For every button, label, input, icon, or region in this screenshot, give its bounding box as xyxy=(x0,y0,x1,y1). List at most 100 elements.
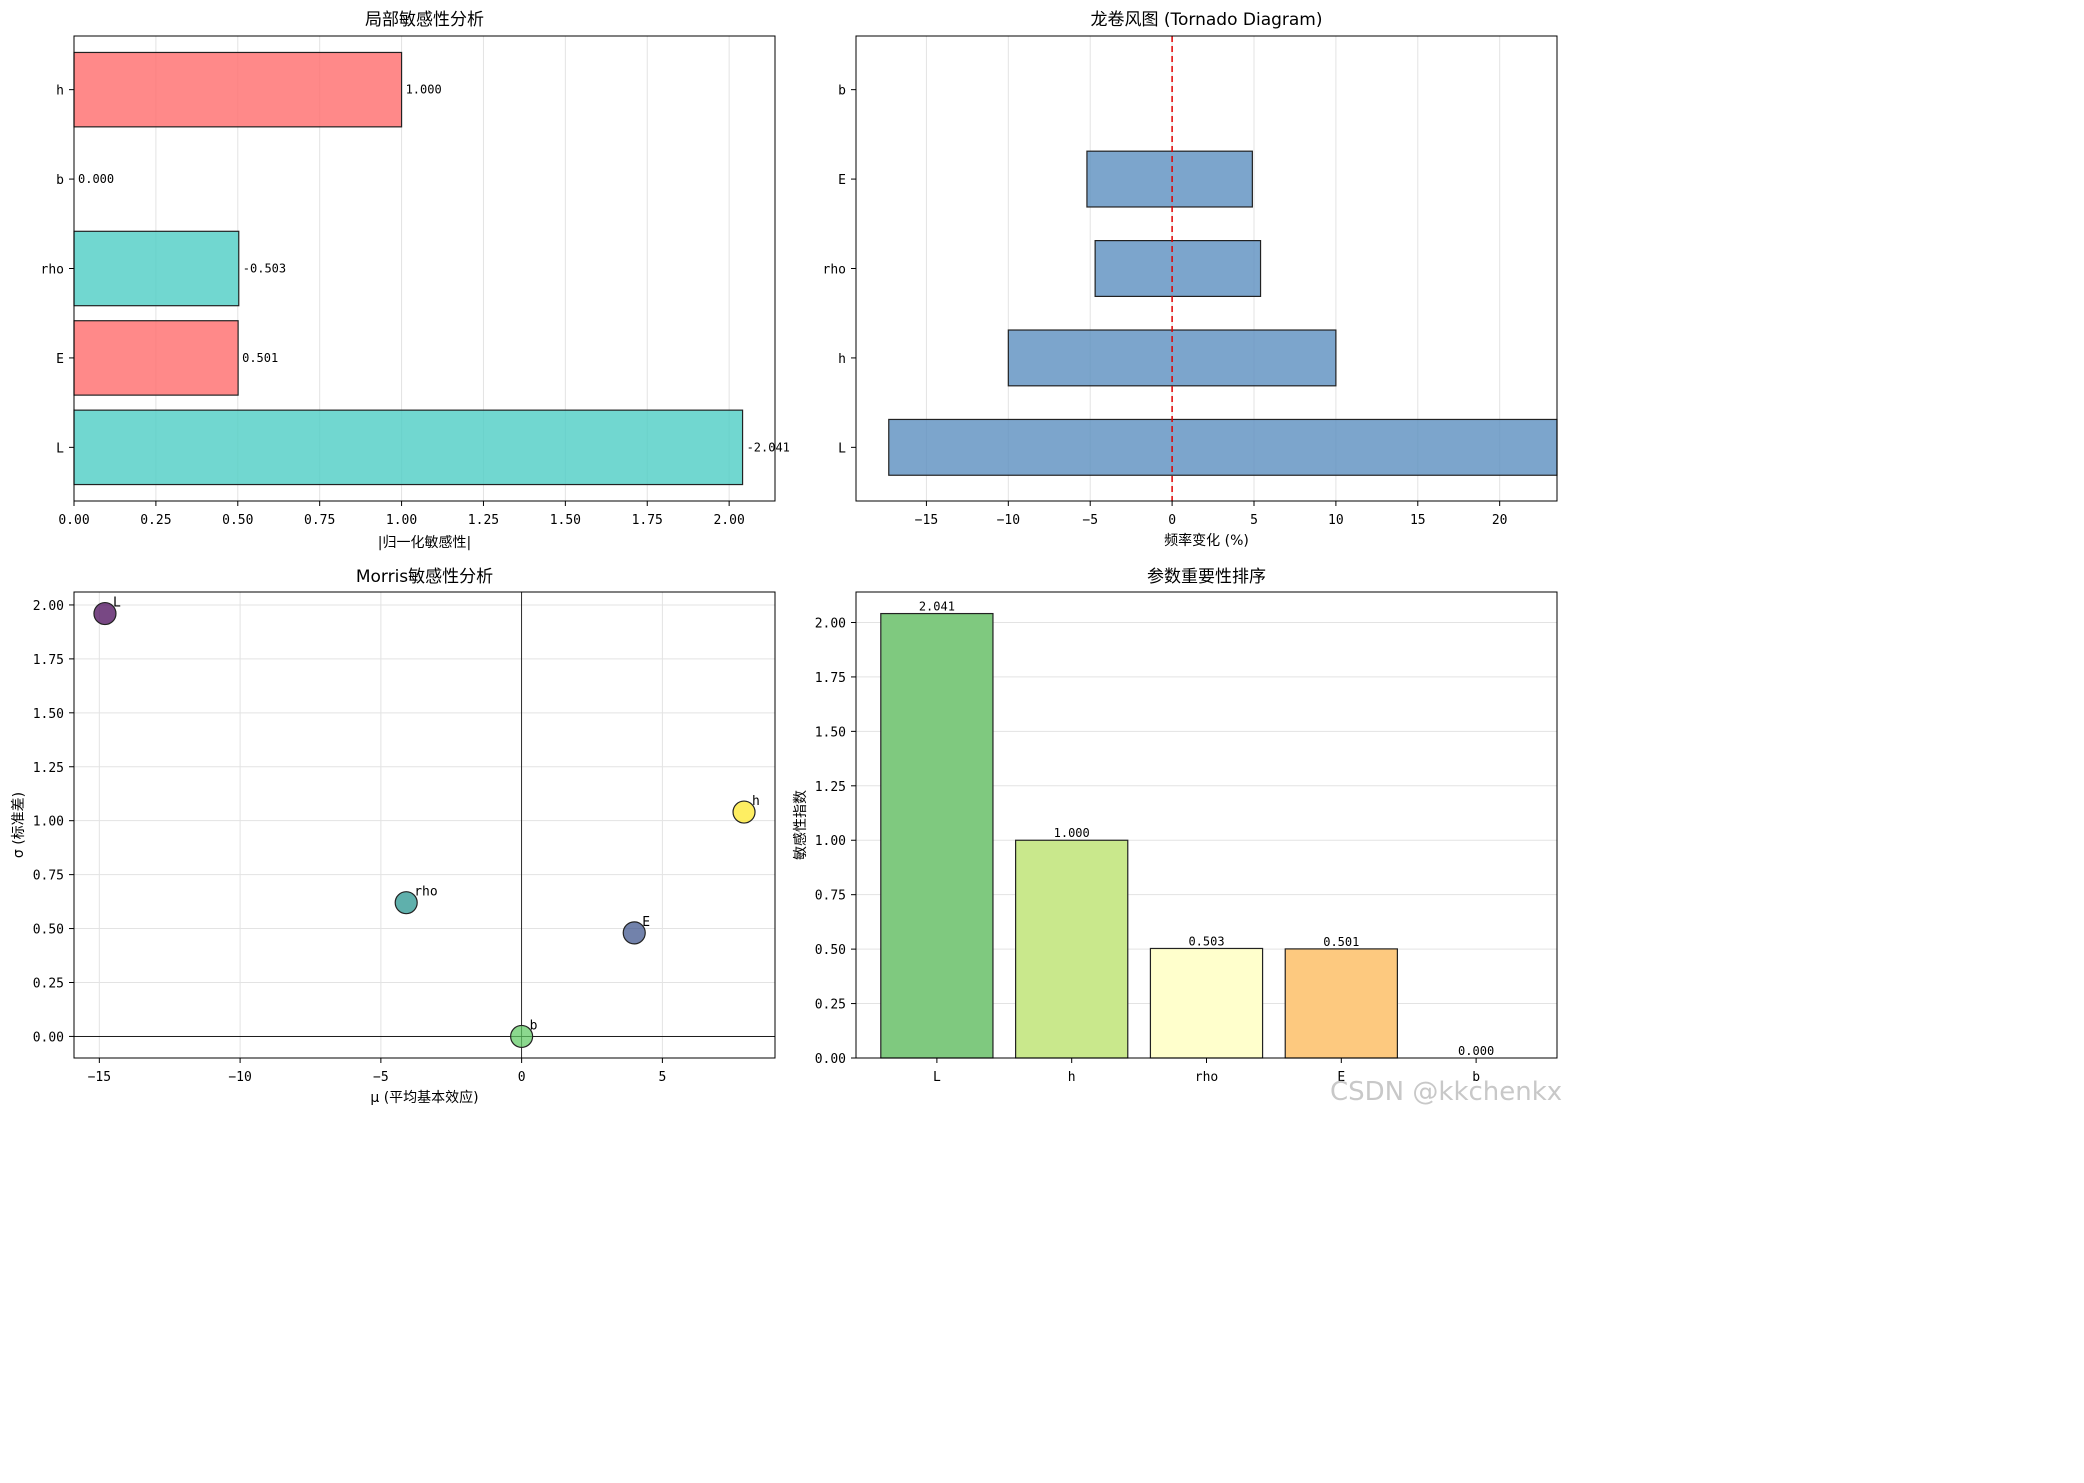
y-tick-label: E xyxy=(838,173,846,188)
bar-value-label: 0.501 xyxy=(1323,935,1359,949)
chart-title: 龙卷风图 (Tornado Diagram) xyxy=(1090,10,1322,30)
x-tick-label: 2.00 xyxy=(713,513,744,528)
importance-ranking-chart: 0.00 0.25 0.50 0.75 1.00 1.25 1.50 1.75 2.00 2.04… xyxy=(792,567,1558,1085)
bar-value-label: 1.000 xyxy=(406,83,442,97)
bar xyxy=(1149,947,1264,1059)
watermark: CSDN @kkchenkx xyxy=(1330,1077,1562,1107)
y-tick-label: 0.50 xyxy=(33,923,64,938)
x-axis-label: μ (平均基本效应) xyxy=(370,1089,478,1106)
y-tick-label: b xyxy=(56,173,64,188)
figure: 0.00 0.25 0.50 0.75 1.00 1.25 1.50 1.75 2.00 -2.0… xyxy=(11,10,1562,1107)
local-sensitivity-chart: 0.00 0.25 0.50 0.75 1.00 1.25 1.50 1.75 2.00 -2.0… xyxy=(41,10,790,551)
y-tick-label: b xyxy=(838,84,846,99)
x-tick-label: E xyxy=(1337,1070,1345,1085)
x-tick-label: 15 xyxy=(1410,513,1426,528)
x-tick-label: 5 xyxy=(1250,513,1258,528)
scatter-point xyxy=(394,891,418,915)
y-tick-label: L xyxy=(838,441,846,456)
tornado-bar xyxy=(1086,150,1253,208)
tornado-bar xyxy=(1094,240,1262,298)
x-tick-label: 0.50 xyxy=(222,513,253,528)
bar xyxy=(880,612,994,1059)
x-tick-label: 0 xyxy=(518,1070,526,1085)
y-tick-label: 1.50 xyxy=(815,725,846,740)
point-label: h xyxy=(752,794,760,809)
x-tick-label: −5 xyxy=(373,1070,389,1085)
y-tick-label: 1.00 xyxy=(33,815,64,830)
y-tick-label: 2.00 xyxy=(815,616,846,631)
y-tick-label: 0.75 xyxy=(33,869,64,884)
tornado-chart: −15 −10 −5 0 5 10 15 20 Lh rho Eb 龙卷风图 (Tornado Dia… xyxy=(823,10,1558,549)
y-tick-label: h xyxy=(838,352,846,367)
bar xyxy=(73,320,239,396)
point-label: b xyxy=(530,1018,538,1033)
bar xyxy=(73,230,240,307)
bar xyxy=(1284,948,1398,1059)
axes-frame xyxy=(855,35,1558,502)
x-tick-label: rho xyxy=(1195,1070,1218,1085)
scatter-point xyxy=(732,800,756,824)
y-tick-label: 0.25 xyxy=(33,976,64,991)
point-label: E xyxy=(642,915,650,930)
x-tick-label: 0 xyxy=(1168,513,1176,528)
x-tick-label: 0.00 xyxy=(58,513,89,528)
x-tick-label: 1.00 xyxy=(386,513,417,528)
bar-value-label: 0.000 xyxy=(1458,1044,1494,1058)
y-tick-label: 1.75 xyxy=(815,671,846,686)
point-label: L xyxy=(113,596,121,611)
tornado-bar xyxy=(888,418,1558,476)
x-tick-label: −10 xyxy=(997,513,1020,528)
axes-frame xyxy=(73,35,776,502)
y-tick-label: 1.25 xyxy=(815,780,846,795)
x-tick-label: 0.75 xyxy=(304,513,335,528)
y-tick-label: 1.25 xyxy=(33,761,64,776)
y-tick-label: 0.50 xyxy=(815,943,846,958)
x-tick-label: 0.25 xyxy=(140,513,171,528)
y-tick-label: 0.75 xyxy=(815,889,846,904)
x-tick-label: 1.25 xyxy=(468,513,499,528)
bar xyxy=(73,409,744,486)
x-tick-label: 5 xyxy=(658,1070,666,1085)
axes-frame xyxy=(73,591,776,1059)
y-tick-label: L xyxy=(56,441,64,456)
bar-value-label: 0.503 xyxy=(1188,934,1224,948)
scatter-point xyxy=(622,921,646,945)
bar-value-label: 1.000 xyxy=(1054,826,1090,840)
scatter-point xyxy=(510,1024,534,1049)
x-tick-label: b xyxy=(1472,1070,1480,1085)
x-tick-label: 10 xyxy=(1328,513,1344,528)
x-tick-label: 20 xyxy=(1492,513,1508,528)
axes-frame xyxy=(855,591,1558,1059)
x-tick-label: −15 xyxy=(88,1070,111,1085)
x-tick-label: 1.50 xyxy=(550,513,581,528)
morris-chart: −15 −10 −5 0 5 0.00 0.25 0.50 0.75 1.00 1.25 1.50 1.… xyxy=(11,567,776,1106)
x-tick-label: −5 xyxy=(1082,513,1098,528)
bar-value-label: 0.501 xyxy=(242,351,278,365)
y-tick-label: rho xyxy=(823,263,846,278)
bar-value-label: 2.041 xyxy=(919,600,955,614)
point-label: rho xyxy=(414,885,437,900)
bar xyxy=(1015,839,1129,1059)
bar xyxy=(73,51,403,128)
x-tick-label: L xyxy=(933,1070,941,1085)
y-tick-label: rho xyxy=(41,263,64,278)
bar-value-label: -0.503 xyxy=(243,262,286,276)
y-axis-label: 敏感性指数 xyxy=(792,790,809,860)
x-tick-label: 1.75 xyxy=(632,513,663,528)
y-tick-label: E xyxy=(56,352,64,367)
bar-value-label: -2.041 xyxy=(747,440,790,454)
y-axis-label: σ (标准差) xyxy=(11,792,27,858)
scatter-point xyxy=(93,601,117,626)
x-tick-label: −10 xyxy=(228,1070,251,1085)
y-tick-label: 0.25 xyxy=(815,998,846,1013)
chart-title: Morris敏感性分析 xyxy=(356,567,493,587)
x-tick-label: −15 xyxy=(915,513,938,528)
x-axis-label: |归一化敏感性| xyxy=(378,534,471,551)
y-tick-label: 0.00 xyxy=(815,1052,846,1067)
y-tick-label: 0.00 xyxy=(33,1030,64,1045)
y-tick-label: 1.50 xyxy=(33,707,64,722)
y-tick-label: h xyxy=(56,84,64,99)
x-tick-label: h xyxy=(1068,1070,1076,1085)
y-tick-label: 1.75 xyxy=(33,653,64,668)
y-tick-label: 1.00 xyxy=(815,834,846,849)
